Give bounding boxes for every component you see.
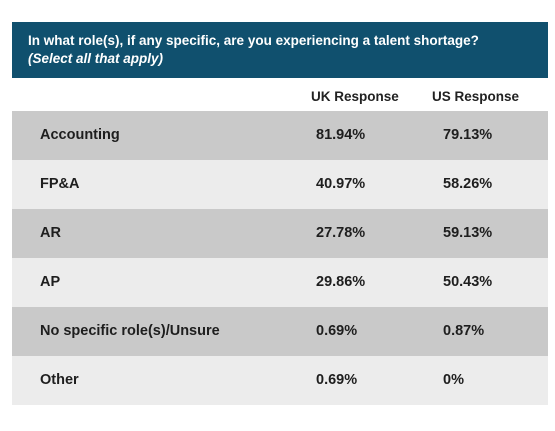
uk-value: 0.69% — [316, 323, 358, 339]
role-label: AR — [40, 225, 61, 241]
uk-value: 0.69% — [316, 372, 358, 388]
uk-value: 81.94% — [316, 127, 366, 143]
us-value: 0% — [443, 372, 464, 388]
table-row: AP 29.86% 50.43% — [12, 258, 548, 307]
role-label: AP — [40, 274, 61, 290]
us-value: 0.87% — [443, 323, 485, 339]
table-row: FP&A 40.97% 58.26% — [12, 160, 548, 209]
role-label: Other — [40, 372, 79, 388]
table-row: Other 0.69% 0% — [12, 356, 548, 405]
response-table: UK Response US Response Accounting 81.94… — [12, 78, 548, 405]
role-label: No specific role(s)/Unsure — [40, 323, 220, 339]
table-row: No specific role(s)/Unsure 0.69% 0.87% — [12, 307, 548, 356]
us-value: 50.43% — [443, 274, 493, 290]
question-text: In what role(s), if any specific, are yo… — [28, 33, 479, 48]
uk-value: 40.97% — [316, 176, 366, 192]
table-header-row: UK Response US Response — [12, 78, 548, 111]
table-row: Accounting 81.94% 79.13% — [12, 111, 548, 160]
role-label: Accounting — [40, 127, 120, 143]
uk-value: 27.78% — [316, 225, 366, 241]
uk-value: 29.86% — [316, 274, 366, 290]
column-header-us: US Response — [432, 89, 520, 104]
table-row: AR 27.78% 59.13% — [12, 209, 548, 258]
us-value: 59.13% — [443, 225, 493, 241]
role-label: FP&A — [40, 176, 80, 192]
column-header-uk: UK Response — [311, 89, 399, 104]
us-value: 79.13% — [443, 127, 493, 143]
us-value: 58.26% — [443, 176, 493, 192]
survey-table-card: In what role(s), if any specific, are yo… — [12, 22, 548, 405]
question-instruction: (Select all that apply) — [28, 51, 164, 66]
question-header: In what role(s), if any specific, are yo… — [12, 22, 548, 78]
